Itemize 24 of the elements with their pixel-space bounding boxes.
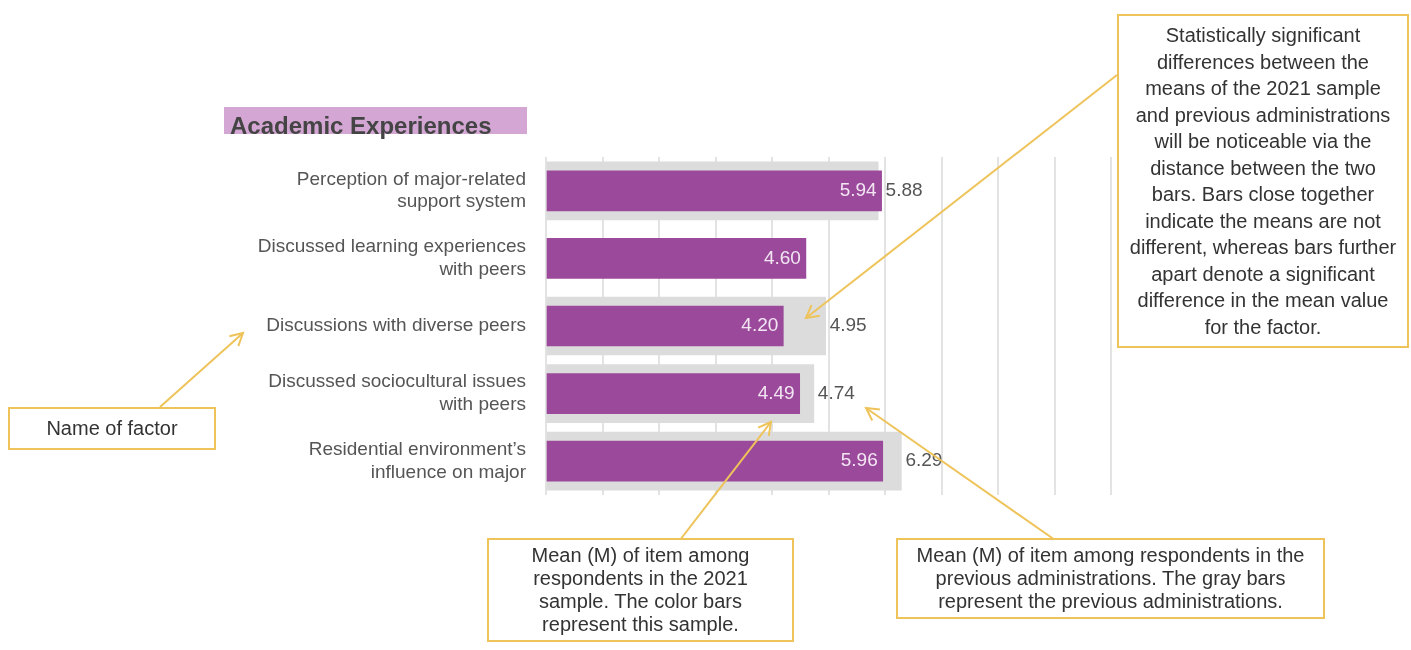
y-tick-label: Residential environment’s influence on major — [308, 438, 527, 482]
bar — [546, 373, 801, 414]
data-label: 4.60 — [763, 246, 801, 268]
y-tick-label: Perception of major-related support system — [296, 167, 526, 212]
data-label: 4.95 — [829, 314, 867, 336]
y-tick-label: Discussions with diverse peers — [266, 314, 526, 336]
bar — [546, 305, 784, 347]
chart-title: Academic Experiences — [230, 112, 492, 140]
text: Mean (M) of item among respondents in the previous administrations. The gray bars represent the previous administrations. — [896, 538, 1325, 619]
data-label: 4.20 — [741, 314, 779, 336]
data-label: 4.74 — [817, 381, 856, 403]
data-label: 6.29 — [905, 449, 943, 471]
y-tick-label: Discussed sociocultural issues with peers — [268, 370, 526, 415]
bar — [546, 440, 884, 482]
text: Statistically significant differences between the means of the 2021 sample and previous administrations will be noticeable via the distance between the two bars. Bars close together indicate the means are not different, whereas bars further apart denote a significant difference in the mean value for the factor. — [1129, 24, 1397, 338]
bar — [546, 170, 882, 212]
data-label: 5.88 — [885, 179, 923, 201]
text: Name of factor — [8, 407, 216, 450]
text: Mean (M) of item among respondents in the 2021 sample. The color bars represent this sample. — [487, 538, 794, 642]
data-label: 5.94 — [839, 179, 878, 201]
y-tick-label: Discussed learning experiences with peers — [257, 235, 526, 280]
bar — [546, 238, 807, 279]
data-label: 5.96 — [840, 449, 878, 471]
data-label: 4.49 — [757, 381, 795, 403]
